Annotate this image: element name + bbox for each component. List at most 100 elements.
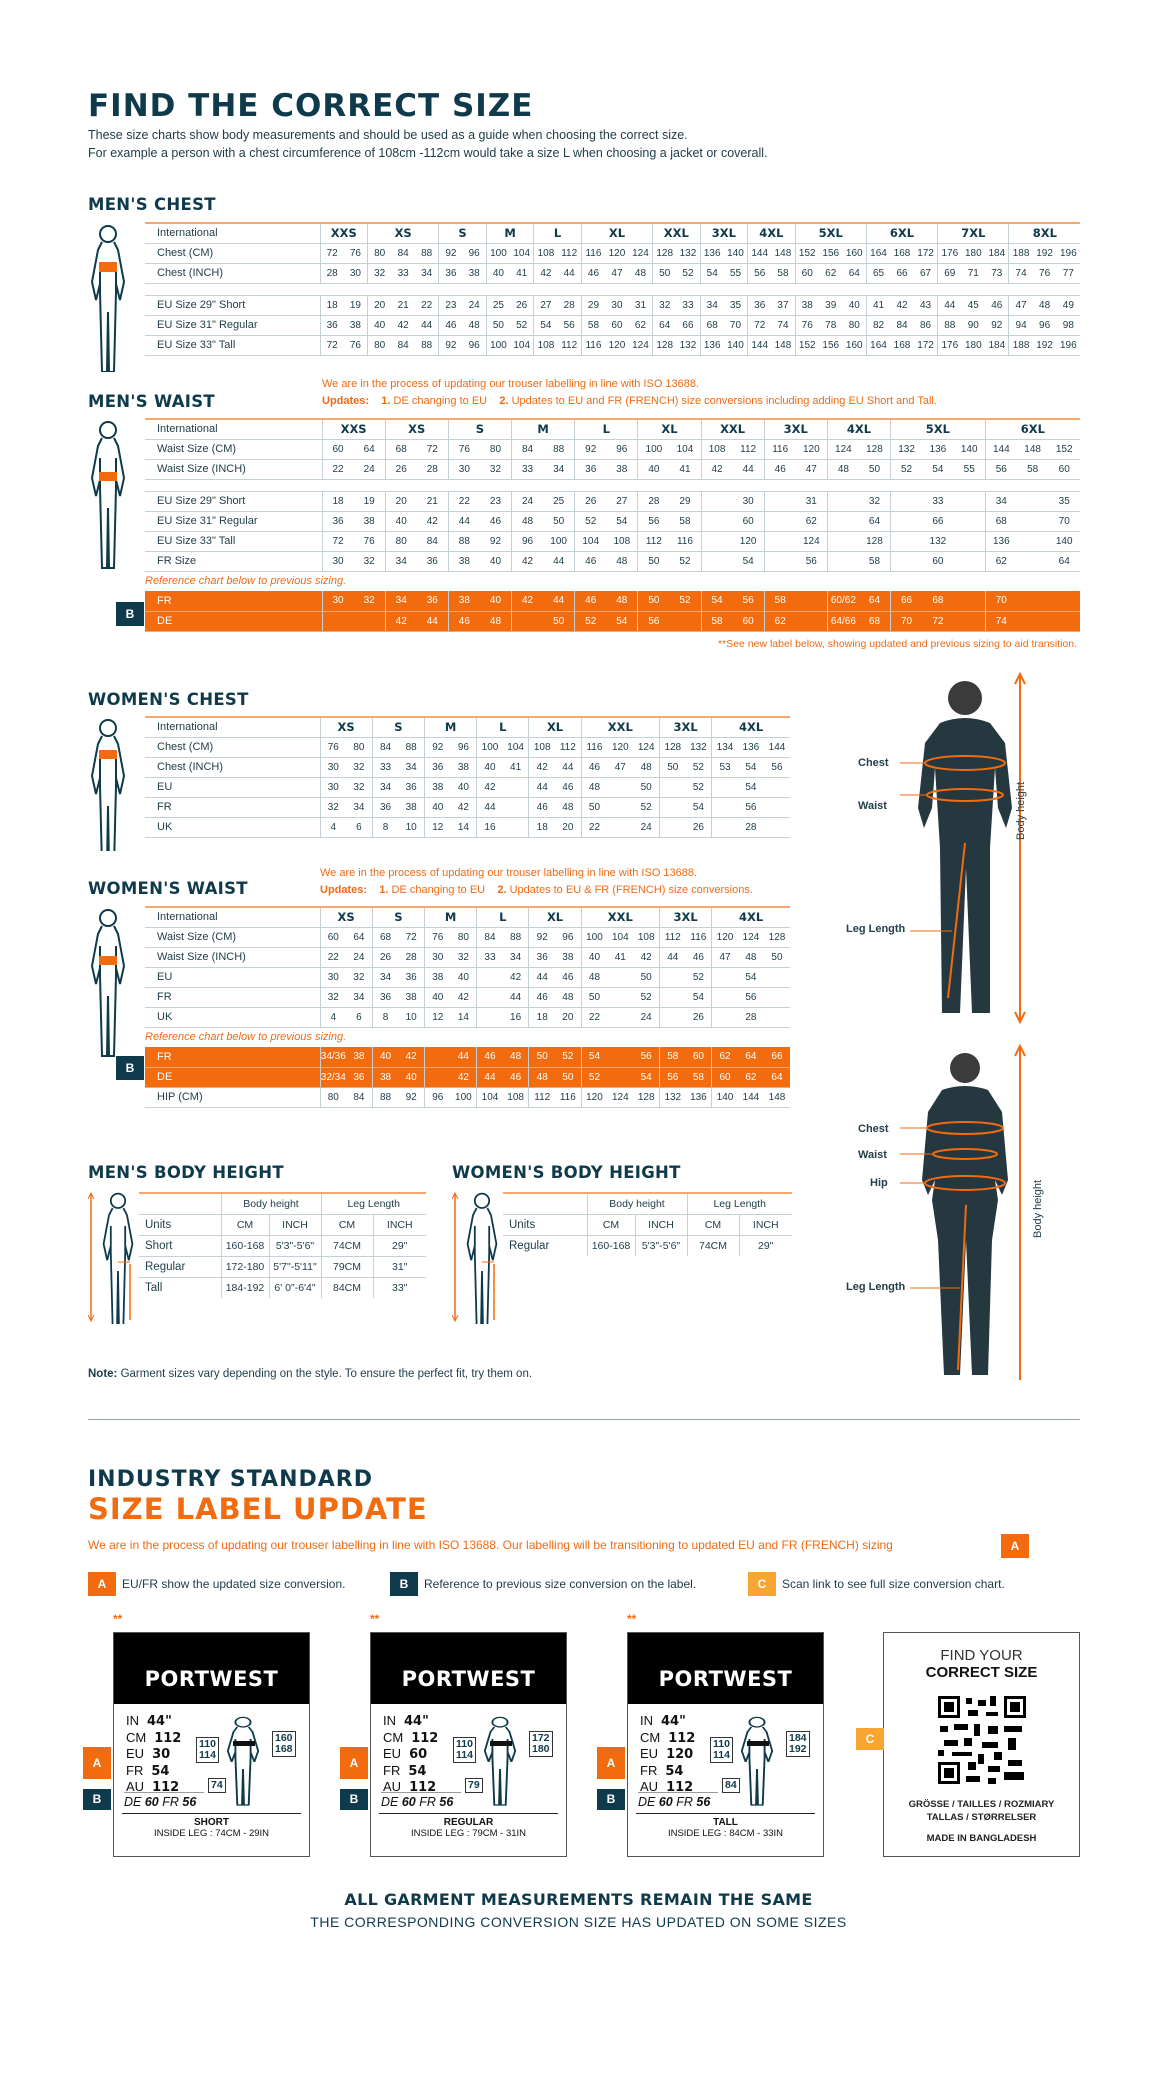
table-row: FR 34/36 38 40 42 44 46 48 50 52 54 56 58 60 62 64 66 xyxy=(145,1047,791,1068)
cell: 148 xyxy=(771,335,796,356)
cell: 74CM xyxy=(686,1235,739,1256)
cell: 58 xyxy=(1016,459,1049,480)
cell: 156 xyxy=(818,243,843,264)
cell: 96 xyxy=(462,243,487,264)
cell: 26 xyxy=(574,491,607,512)
cell: 160-168 xyxy=(586,1235,635,1256)
size-lines: IN 44" CM 112 EU 60 FR 54 AU 112 xyxy=(383,1713,438,1796)
size-header-s: S xyxy=(447,418,512,440)
cell: 30 xyxy=(447,459,480,480)
cell: 5'3"-5'6" xyxy=(268,1235,321,1257)
womens-chest-title: WOMEN'S CHEST xyxy=(88,690,249,709)
cell: 96 xyxy=(606,439,638,460)
fr-value: 56 xyxy=(696,1795,711,1809)
cell xyxy=(953,551,986,572)
cell: 36 xyxy=(371,797,399,818)
size-header-4xl: 4XL xyxy=(711,906,791,928)
brand-name: PORTWEST xyxy=(144,1667,279,1691)
cell: 60 xyxy=(1048,459,1081,480)
cell: 32 xyxy=(858,491,891,512)
update-2-num: 2. xyxy=(497,884,507,896)
cell: 76 xyxy=(343,335,368,356)
cell: 44 xyxy=(543,551,575,572)
row-label: Chest (INCH) xyxy=(145,757,320,778)
row-label: Waist Size (CM) xyxy=(145,439,322,460)
brand-name: PORTWEST xyxy=(658,1667,793,1691)
cell: 47 xyxy=(607,757,634,778)
cell: 120 xyxy=(605,243,629,264)
cell: 20 xyxy=(555,817,582,838)
cell xyxy=(1016,591,1049,612)
unit-cell: CM xyxy=(586,1214,635,1236)
legend-c-text: Scan link to see full size conversion ch… xyxy=(782,1577,1005,1591)
garment-note: Note: Garment sizes vary depending on th… xyxy=(88,1368,532,1380)
size-line-eu: EU 120 xyxy=(640,1746,695,1763)
badge-c: C xyxy=(748,1572,776,1596)
qr-code-icon[interactable] xyxy=(938,1696,1026,1784)
table-row: Waist Size (INCH) 22 24 26 28 30 32 33 34 36 38 40 4… xyxy=(145,459,1081,480)
cell xyxy=(826,551,859,572)
cell: 54 xyxy=(737,967,764,988)
cell: 72 xyxy=(398,927,425,948)
section-divider xyxy=(88,1419,1080,1420)
unit-cell: INCH xyxy=(634,1214,687,1236)
cell: 76 xyxy=(343,243,368,264)
cell: 16 xyxy=(502,1007,529,1028)
cell: 33 xyxy=(922,491,954,512)
cell: 148 xyxy=(1016,439,1049,460)
size-label-update-title: SIZE LABEL UPDATE xyxy=(88,1492,428,1526)
height-min: 172 xyxy=(532,1732,550,1744)
cell: 48 xyxy=(580,967,608,988)
cell: 24 xyxy=(633,817,660,838)
cell: 42 xyxy=(450,987,477,1008)
body-height-header: Body height xyxy=(586,1192,687,1215)
portwest-logo: PORTWEST xyxy=(114,1633,309,1704)
size-value: 112 xyxy=(152,1780,180,1795)
cell: 104 xyxy=(502,737,529,758)
cell xyxy=(763,551,796,572)
cell: 134 xyxy=(711,737,738,758)
cell xyxy=(502,777,529,798)
cell: 29 xyxy=(580,295,606,316)
cell: 23 xyxy=(479,491,512,512)
cell: 22 xyxy=(319,947,347,968)
cell xyxy=(1016,491,1049,512)
size-header-xl: XL xyxy=(528,906,582,928)
cell: 92 xyxy=(438,335,463,356)
row-spacer xyxy=(145,479,1081,492)
cell: 38 xyxy=(398,987,425,1008)
cell: 35 xyxy=(723,295,748,316)
cell: 28 xyxy=(737,817,764,838)
cell: 36 xyxy=(416,591,449,612)
cell: 52 xyxy=(685,757,712,778)
cell: 60 xyxy=(685,1047,712,1068)
cell: 50 xyxy=(658,757,686,778)
cell: 84 xyxy=(371,737,399,758)
size-line-eu: EU 60 xyxy=(383,1746,438,1763)
table-row: Waist Size (INCH) 22 24 26 28 30 32 33 34 36 38 40 4… xyxy=(145,947,791,968)
cell: 30 xyxy=(319,757,347,778)
cell xyxy=(658,987,686,1008)
cell: 56 xyxy=(658,1067,686,1088)
cell: 144 xyxy=(747,243,772,264)
cell: 20 xyxy=(367,295,392,316)
cell: 19 xyxy=(343,295,368,316)
cell: 33" xyxy=(372,1277,426,1298)
table-row: Regular 172-180 5'7"-5'11" 79CM 31" xyxy=(139,1256,426,1278)
size-line-au: AU 112 xyxy=(640,1779,695,1796)
cell: 36 xyxy=(346,1067,373,1088)
womens-waist-title: WOMEN'S WAIST xyxy=(88,879,248,898)
cell: 36 xyxy=(438,263,463,284)
badge-b: B xyxy=(83,1789,111,1810)
cell xyxy=(890,511,923,532)
cell: 44 xyxy=(476,1067,503,1088)
cell: 40 xyxy=(367,315,392,336)
cell: 60 xyxy=(732,611,765,632)
cell: 46 xyxy=(479,511,512,532)
cell: 70 xyxy=(984,591,1017,612)
page-title: FIND THE CORRECT SIZE xyxy=(88,88,534,124)
cell: 128 xyxy=(633,1087,660,1108)
row-spacer xyxy=(145,283,1081,296)
cell: 96 xyxy=(423,1087,451,1108)
row-label: EU Size 31" Regular xyxy=(145,511,322,532)
